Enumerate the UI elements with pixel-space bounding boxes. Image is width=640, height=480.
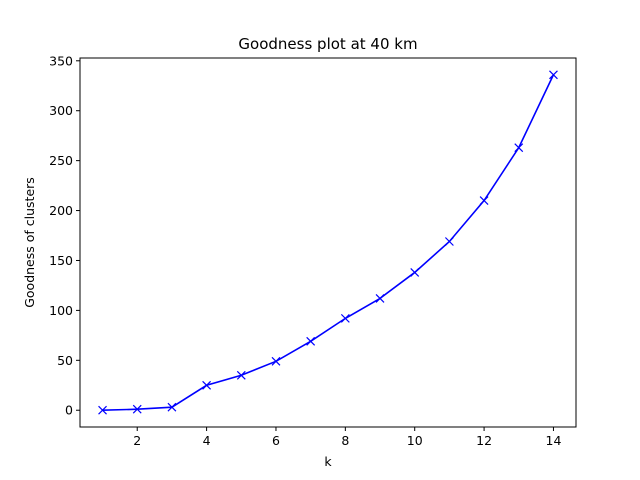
plot-area <box>98 70 558 415</box>
data-point-marker <box>410 268 420 277</box>
y-tick-label: 100 <box>49 303 73 318</box>
data-point-marker <box>306 336 316 346</box>
y-tick-label: 350 <box>49 53 73 68</box>
data-point-marker <box>549 70 558 80</box>
y-tick-label: 200 <box>49 203 73 218</box>
y-axis-label: Goodness of clusters <box>22 177 37 308</box>
data-point-marker <box>444 237 454 246</box>
axes-frame <box>79 57 577 428</box>
data-point-marker <box>167 402 177 412</box>
x-tick-label: 12 <box>476 433 492 448</box>
y-tick-label: 0 <box>65 403 73 418</box>
y-tick-label: 300 <box>49 103 73 118</box>
data-point-marker <box>479 196 489 205</box>
x-tick-label: 10 <box>407 433 423 448</box>
data-point-marker <box>98 405 107 415</box>
x-tick-label: 6 <box>272 433 280 448</box>
x-tick-label: 4 <box>203 433 211 448</box>
x-tick-label: 8 <box>341 433 349 448</box>
y-tick-label: 50 <box>57 353 73 368</box>
data-point-marker <box>236 370 246 380</box>
y-tick-label: 250 <box>49 153 73 168</box>
data-point-marker <box>340 313 350 323</box>
x-tick-label: 2 <box>133 433 141 448</box>
data-point-marker <box>514 143 524 153</box>
data-point-marker <box>132 404 142 414</box>
data-point-marker <box>202 380 212 390</box>
y-tick-label: 150 <box>49 253 73 268</box>
data-point-marker <box>271 356 281 366</box>
data-point-marker <box>375 293 385 303</box>
chart-title: Goodness plot at 40 km <box>238 35 417 53</box>
x-axis-label: k <box>324 454 332 469</box>
x-tick-label: 14 <box>546 433 562 448</box>
series-line <box>102 74 555 412</box>
